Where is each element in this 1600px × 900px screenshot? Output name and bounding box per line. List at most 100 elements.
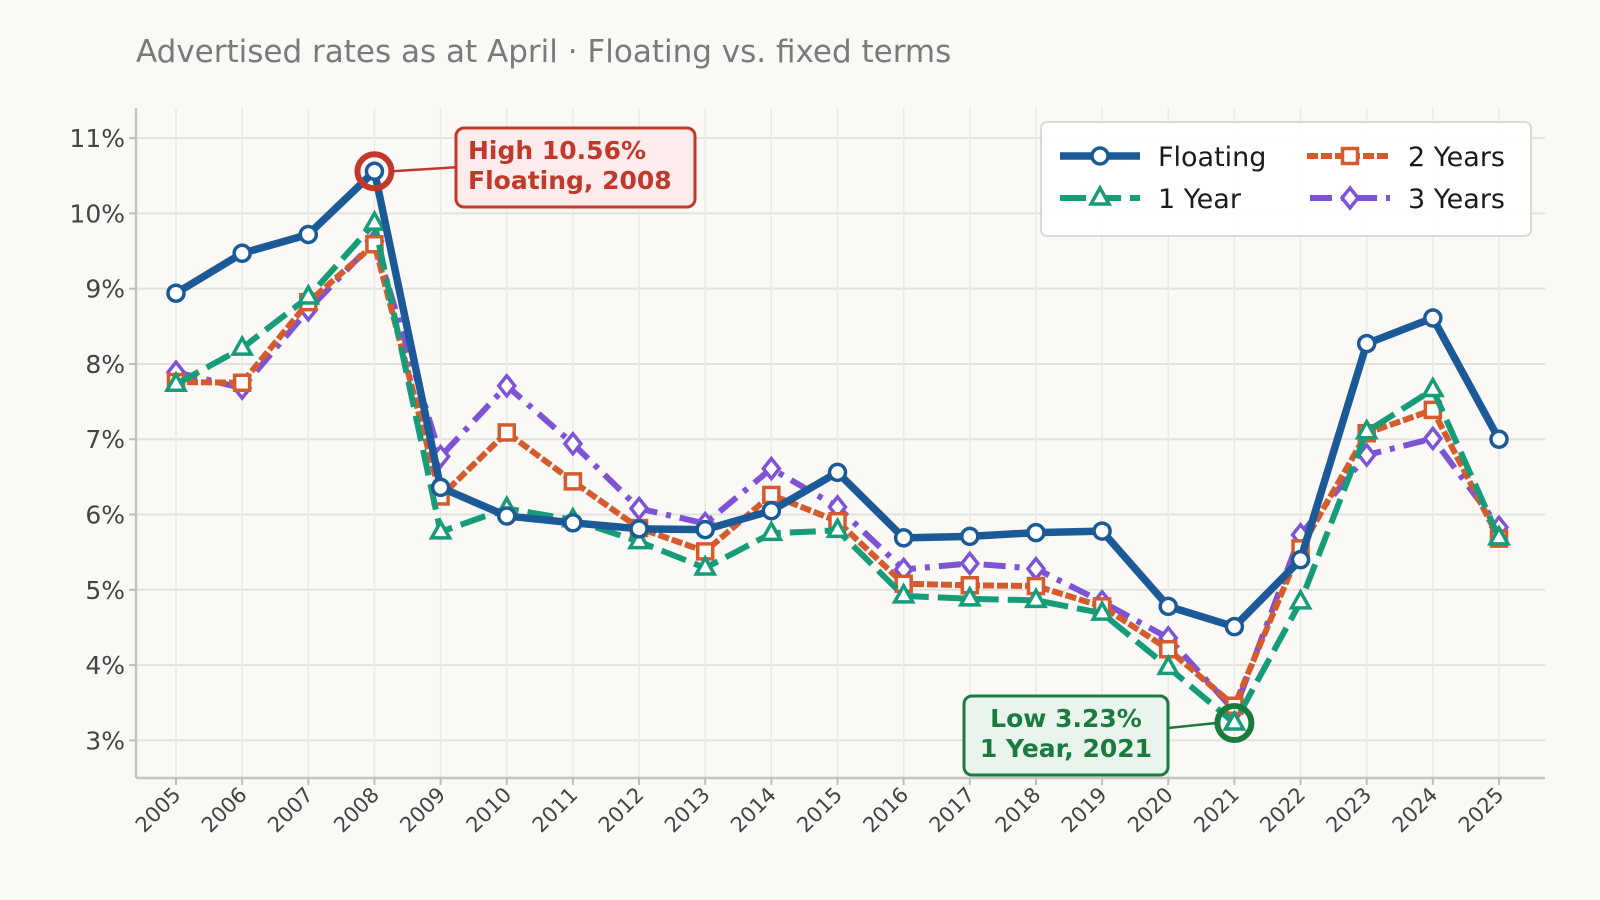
- y-tick-label: 6%: [85, 501, 125, 530]
- x-tick-label: 2018: [991, 783, 1046, 838]
- y-tick-label: 8%: [85, 350, 125, 379]
- data-point: [230, 334, 255, 356]
- data-point: [893, 528, 914, 548]
- data-point: [497, 423, 516, 442]
- data-point: [298, 224, 319, 245]
- legend-label: 1 Year: [1158, 184, 1242, 215]
- data-point: [562, 430, 584, 457]
- data-point: [959, 550, 981, 577]
- high-callout-text: Floating, 2008: [468, 166, 672, 195]
- data-point: [693, 554, 718, 576]
- data-point: [960, 526, 980, 547]
- legend-item-2-years: 2 Years: [1307, 142, 1505, 173]
- legend-label: 2 Years: [1408, 142, 1505, 173]
- data-point: [364, 161, 385, 181]
- x-tick-label: 2008: [329, 783, 384, 838]
- x-tick-label: 2021: [1189, 783, 1244, 838]
- data-point: [1224, 616, 1245, 637]
- y-tick-label: 4%: [85, 651, 125, 680]
- data-point: [1423, 308, 1443, 328]
- x-tick-label: 2009: [395, 783, 450, 838]
- series-1-year: [164, 209, 1511, 731]
- data-point: [827, 462, 848, 483]
- data-point: [428, 518, 453, 540]
- x-tick-label: 2023: [1321, 783, 1376, 838]
- x-tick-label: 2013: [660, 783, 715, 838]
- high-marker-ring: [354, 151, 395, 192]
- data-point: [1023, 586, 1048, 609]
- x-tick-label: 2024: [1388, 783, 1443, 838]
- x-tick-label: 2020: [1123, 783, 1178, 838]
- legend: Floating 1 Year 2 Years 3 Years: [1040, 121, 1532, 237]
- y-axis-ticks: 3% 4% 5% 6% 7% 8% 9% 10% 11%: [69, 124, 136, 755]
- legend-label: 3 Years: [1408, 184, 1505, 215]
- legend-item-1-year: 1 Year: [1060, 184, 1242, 215]
- series-floating: [166, 161, 1509, 637]
- x-tick-label: 2025: [1454, 783, 1509, 838]
- data-point: [1156, 653, 1181, 676]
- y-tick-label: 11%: [69, 124, 125, 153]
- y-tick-label: 5%: [85, 576, 125, 605]
- data-point: [1356, 333, 1377, 354]
- x-tick-label: 2015: [792, 783, 847, 838]
- data-point: [1025, 555, 1047, 582]
- grid: [136, 108, 1545, 778]
- data-point: [232, 373, 252, 393]
- data-point: [496, 372, 517, 399]
- data-point: [296, 283, 321, 305]
- data-point: [1290, 549, 1311, 570]
- chart-title: Advertised rates as at April · Floating …: [136, 34, 951, 70]
- legend-box: [1040, 121, 1532, 237]
- data-point: [759, 519, 784, 542]
- data-point: [825, 516, 850, 539]
- series-line: [172, 241, 1504, 709]
- data-point: [563, 472, 583, 491]
- legend-label: Floating: [1158, 142, 1266, 173]
- legend-marker: [1339, 185, 1361, 211]
- low-callout-text: Low 3.23%: [990, 704, 1142, 733]
- low-callout-text: 1 Year, 2021: [980, 734, 1152, 763]
- legend-marker: [1088, 184, 1112, 206]
- data-point: [166, 283, 186, 303]
- data-point: [1420, 375, 1445, 398]
- data-point: [627, 528, 652, 550]
- x-tick-label: 2017: [925, 783, 980, 838]
- data-point: [1092, 521, 1112, 541]
- data-point: [628, 495, 650, 522]
- data-point: [430, 477, 451, 498]
- low-marker-ring: [1214, 703, 1255, 744]
- data-point: [164, 370, 188, 393]
- x-axis-ticks: 2005 2006 2007 2008 2009 2010 2011 2012 2013 2014…: [131, 778, 1509, 837]
- x-tick-label: 2005: [131, 783, 186, 838]
- low-callout-box: [962, 694, 1170, 777]
- x-tick-label: 2022: [1255, 783, 1310, 838]
- data-point: [957, 585, 982, 607]
- y-tick-label: 10%: [69, 199, 125, 228]
- y-tick-label: 7%: [85, 425, 125, 454]
- legend-item-floating: Floating: [1060, 142, 1266, 173]
- x-tick-label: 2014: [726, 783, 781, 838]
- data-point: [1354, 418, 1379, 440]
- y-tick-label: 3%: [85, 726, 125, 755]
- low-callout-line: [1167, 721, 1217, 730]
- x-tick-label: 2010: [462, 783, 517, 838]
- data-point: [761, 501, 782, 521]
- data-point: [1489, 429, 1509, 449]
- data-point: [1288, 588, 1313, 610]
- data-point: [497, 506, 517, 526]
- legend-item-3-years: 3 Years: [1310, 184, 1505, 215]
- x-tick-label: 2012: [594, 783, 649, 838]
- axes: [134, 108, 1545, 780]
- data-point: [1222, 709, 1247, 731]
- legend-marker: [1090, 146, 1110, 166]
- data-point: [762, 485, 781, 505]
- data-point: [232, 243, 252, 264]
- x-tick-label: 2007: [263, 783, 318, 838]
- data-point: [362, 209, 387, 231]
- high-callout-line: [392, 165, 457, 173]
- data-point: [1026, 522, 1046, 543]
- series-group: [164, 161, 1511, 731]
